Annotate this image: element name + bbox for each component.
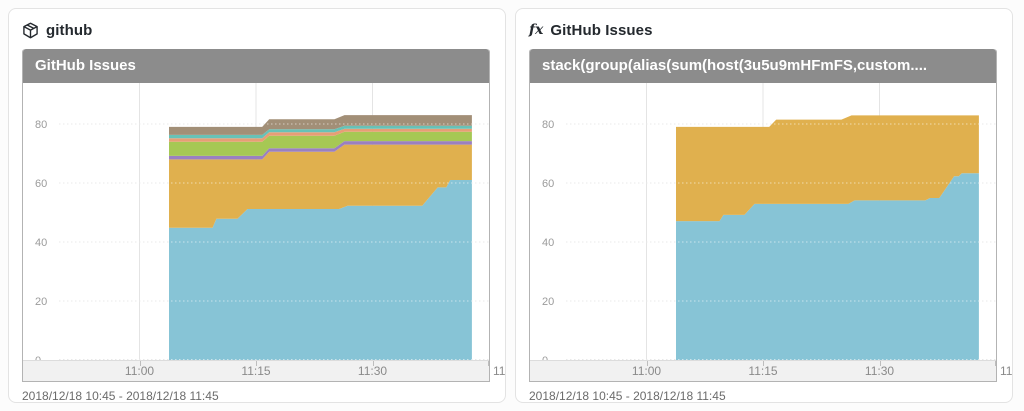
panel-card-github: github GitHub Issues 0 20 40 60 80 11:00 11:1… — [8, 8, 506, 403]
panel-card-github-issues: fx GitHub Issues stack(group(alias(sum(h… — [515, 8, 1013, 403]
x-tick-label: 11:00 — [631, 364, 662, 378]
svg-text:60: 60 — [542, 178, 554, 190]
svg-text:80: 80 — [542, 119, 554, 131]
area-series-green — [169, 131, 472, 156]
x-tick — [372, 361, 374, 366]
svg-text:20: 20 — [35, 296, 47, 308]
time-range-label: 2018/12/18 10:45 - 2018/12/18 11:45 — [529, 389, 726, 403]
svg-text:40: 40 — [542, 237, 554, 249]
area-series-orange — [676, 115, 979, 222]
area-series-orange — [169, 144, 472, 228]
chart-header[interactable]: GitHub Issues — [23, 49, 489, 83]
panel-title: GitHub Issues — [550, 21, 653, 39]
panel-title-row: github — [22, 19, 492, 41]
x-tick — [995, 361, 996, 366]
function-icon: fx — [529, 22, 544, 38]
area-series-salmon — [169, 128, 472, 142]
x-tick-label: 11:15 — [748, 364, 778, 378]
svg-text:80: 80 — [35, 119, 47, 131]
x-tick — [139, 361, 141, 366]
chart-plot[interactable]: 0 20 40 60 80 — [23, 83, 489, 360]
x-tick-label: 11:00 — [124, 364, 155, 378]
svg-text:60: 60 — [35, 178, 47, 190]
time-range-label: 2018/12/18 10:45 - 2018/12/18 11:45 — [22, 389, 219, 403]
x-tick-label: 11:30 — [357, 364, 388, 378]
chart-widget: stack(group(alias(sum(host(3u5u9mHFmFS,c… — [529, 49, 1012, 382]
area-series-teal — [169, 125, 472, 139]
area-series-blue — [169, 180, 472, 360]
area-series-brown — [169, 115, 472, 135]
package-icon — [22, 22, 39, 39]
x-axis-band: 11:00 11:15 11:30 11:45 — [530, 360, 1012, 381]
x-tick-label: 11:15 — [241, 364, 271, 378]
x-tick — [256, 361, 257, 366]
x-axis-band: 11:00 11:15 11:30 11:45 — [23, 360, 505, 381]
chart-header[interactable]: stack(group(alias(sum(host(3u5u9mHFmFS,c… — [530, 49, 996, 83]
chart-widget: GitHub Issues 020406080 11:0011:1511:301… — [22, 49, 505, 382]
svg-text:0: 0 — [542, 355, 548, 360]
svg-text:40: 40 — [35, 237, 47, 249]
panel-title-row: fx GitHub Issues — [529, 19, 999, 41]
area-series-blue — [676, 173, 979, 360]
panel-title: github — [46, 21, 93, 39]
x-tick — [763, 361, 764, 366]
svg-text:0: 0 — [35, 355, 41, 360]
x-tick — [488, 361, 489, 366]
x-tick-label: 11:45 — [493, 364, 506, 378]
x-tick-label: 11:45 — [1000, 364, 1013, 378]
area-series-purple — [169, 141, 472, 160]
svg-text:20: 20 — [542, 296, 554, 308]
x-tick — [646, 361, 648, 366]
x-tick-label: 11:30 — [864, 364, 895, 378]
x-tick — [879, 361, 881, 366]
chart-plot[interactable]: 0 20 40 60 80 — [530, 83, 996, 360]
